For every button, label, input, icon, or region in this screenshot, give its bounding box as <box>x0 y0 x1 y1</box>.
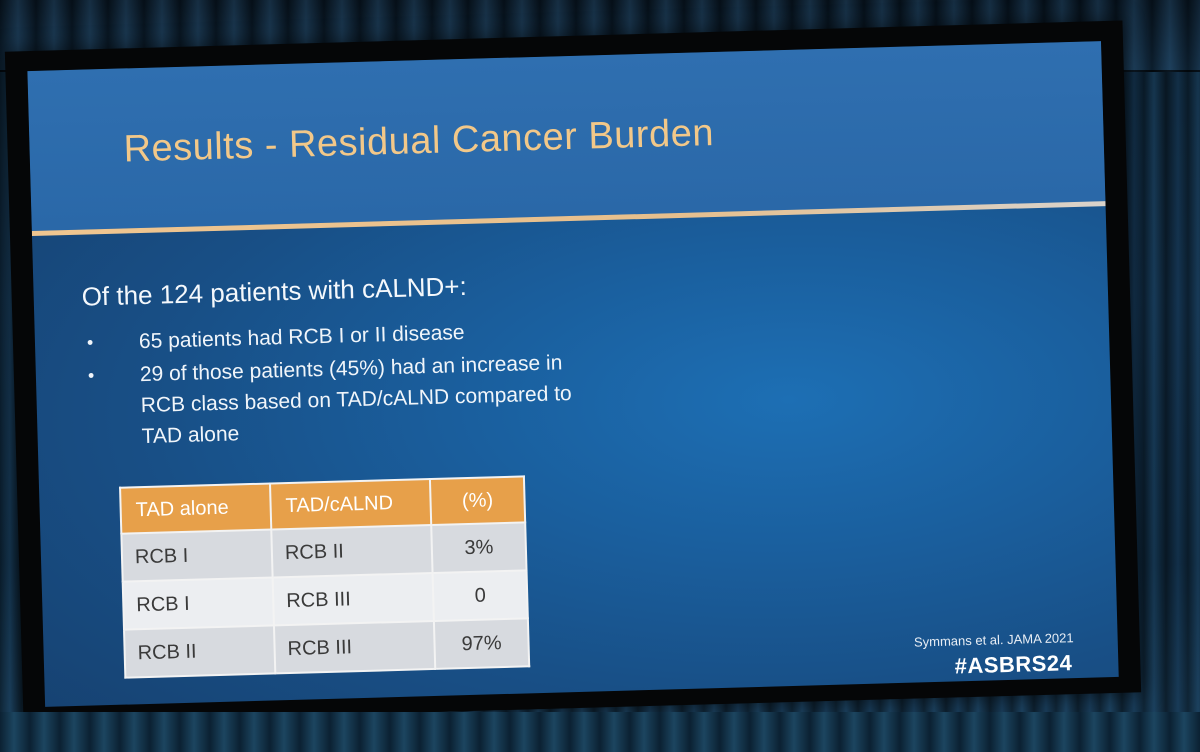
table-header-cell: TAD/cALND <box>269 479 432 530</box>
bullet-item: • 29 of those patients (45%) had an incr… <box>83 346 605 453</box>
bullet-list: • 65 patients had RCB I or II disease • … <box>83 313 606 455</box>
bullet-text: 29 of those patients (45%) had an increa… <box>139 351 573 449</box>
table-cell: RCB I <box>121 529 273 582</box>
projection-screen: Results - Residual Cancer Burden Of the … <box>4 20 1142 724</box>
bullet-text: 65 patients had RCB I or II disease <box>138 321 465 354</box>
table-cell: 0 <box>432 570 528 621</box>
table-cell: 3% <box>431 522 527 573</box>
bullet-icon: • <box>86 332 94 353</box>
table-header-cell: (%) <box>429 476 526 526</box>
bullet-icon: • <box>87 365 95 386</box>
presentation-slide: Results - Residual Cancer Burden Of the … <box>27 41 1119 707</box>
table-cell: RCB II <box>124 625 276 678</box>
table-cell: RCB III <box>272 572 434 626</box>
lead-text: Of the 124 patients with cALND+: <box>81 270 468 312</box>
table-cell: RCB II <box>271 525 433 578</box>
stage-floor-curtain <box>0 712 1200 752</box>
table-cell: RCB I <box>122 577 274 630</box>
table-cell: 97% <box>433 618 530 669</box>
table-header-cell: TAD alone <box>120 483 272 534</box>
hashtag: #ASBRS24 <box>954 650 1073 679</box>
rcb-table: TAD alone TAD/cALND (%) RCB I RCB II 3% … <box>119 475 530 678</box>
citation: Symmans et al. JAMA 2021 <box>913 630 1074 650</box>
table-cell: RCB III <box>273 620 436 674</box>
table-row: RCB II RCB III 97% <box>124 618 530 678</box>
